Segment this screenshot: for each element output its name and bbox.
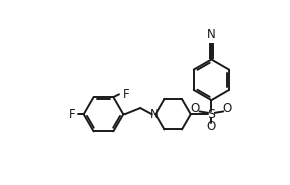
Text: O: O <box>207 120 216 133</box>
Text: F: F <box>69 108 75 121</box>
Text: N: N <box>150 108 159 121</box>
Text: O: O <box>191 102 200 115</box>
Text: F: F <box>122 88 129 101</box>
Text: S: S <box>207 108 215 121</box>
Text: O: O <box>223 102 232 115</box>
Text: N: N <box>207 28 216 41</box>
